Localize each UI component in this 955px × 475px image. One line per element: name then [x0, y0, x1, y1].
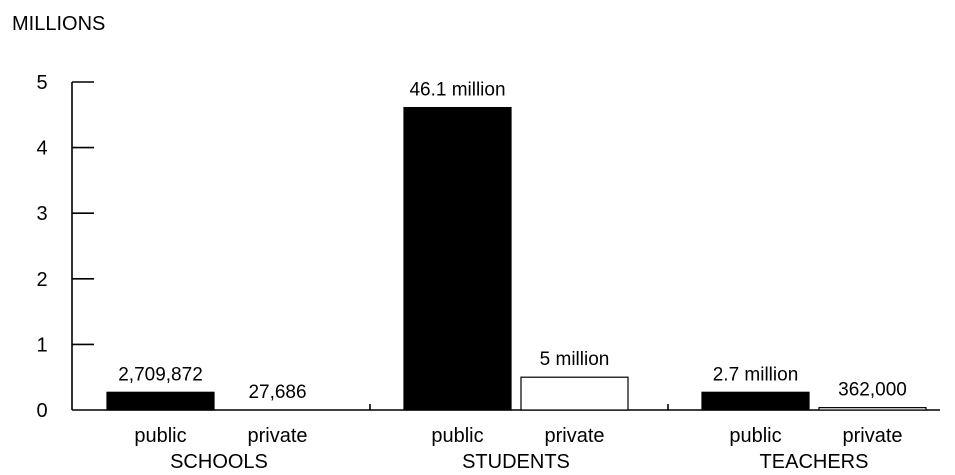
group-labels: SCHOOLS STUDENTS TEACHERS	[170, 451, 868, 473]
bar	[818, 407, 927, 411]
category-label: private	[842, 425, 902, 447]
category-label: public	[134, 425, 186, 447]
group-label: TEACHERS	[760, 451, 869, 473]
y-tick-label: 4	[36, 138, 47, 160]
bar-value-label: 5 million	[540, 349, 610, 370]
bar	[106, 391, 215, 411]
bar-value-labels: 2,709,872 27,686 46.1 million 5 million 2.7 …	[118, 80, 907, 403]
y-tick-label: 5	[36, 72, 47, 94]
y-tick-label: 2	[36, 269, 47, 291]
bar-value-label: 2.7 million	[713, 364, 799, 385]
bar-value-label: 362,000	[838, 380, 907, 401]
bar-value-label: 46.1 million	[409, 80, 505, 101]
bar-value-label: 27,686	[248, 382, 306, 403]
units-label: MILLIONS	[12, 13, 105, 35]
bar-value-label: 2,709,872	[118, 364, 203, 385]
group-label: SCHOOLS	[170, 451, 268, 473]
category-label: private	[247, 425, 307, 447]
bar	[520, 376, 629, 411]
category-label: public	[729, 425, 781, 447]
category-label: private	[544, 425, 604, 447]
bar	[701, 391, 810, 411]
y-tick-label: 0	[36, 400, 47, 422]
y-axis: 0 1 2 3 4 5	[36, 72, 94, 422]
bars	[106, 106, 927, 411]
category-labels: public private public private public private	[134, 425, 902, 447]
group-label: STUDENTS	[462, 451, 570, 473]
y-tick-label: 1	[36, 334, 47, 356]
category-label: public	[431, 425, 483, 447]
y-tick-label: 3	[36, 203, 47, 225]
bar	[403, 106, 512, 411]
